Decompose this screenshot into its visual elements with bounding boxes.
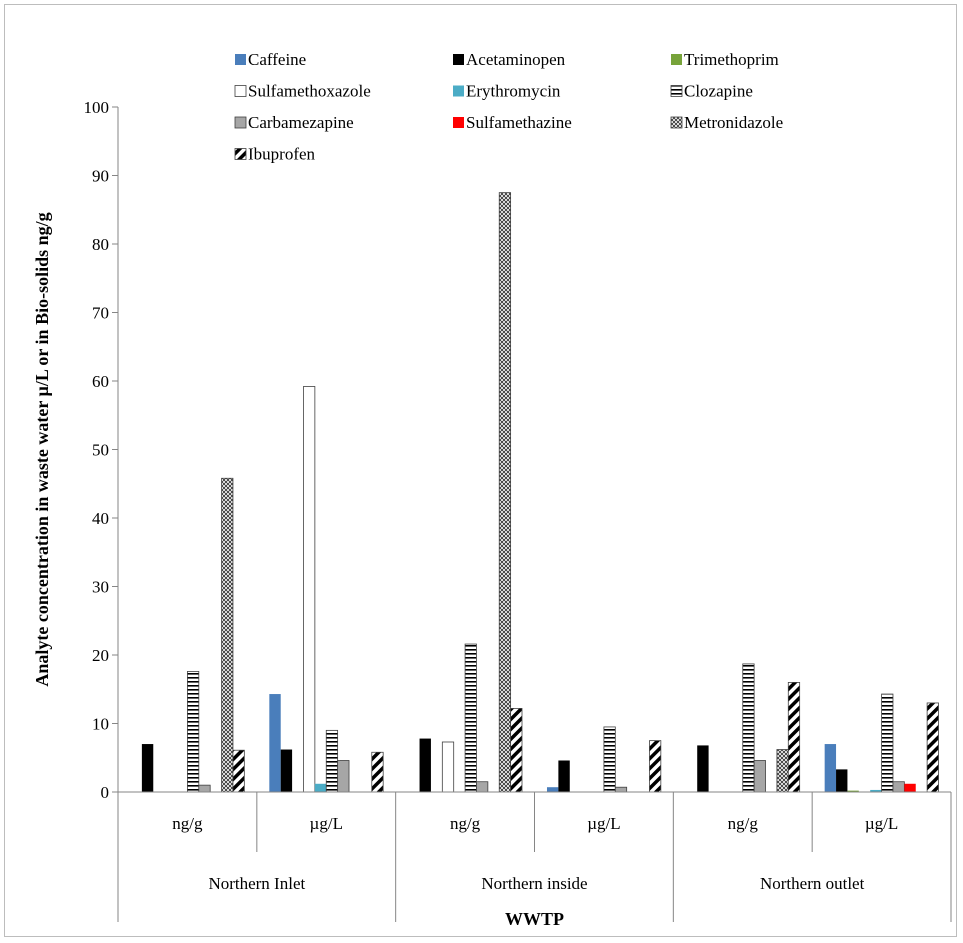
bar-erythromycin [870, 789, 882, 792]
legend-item: Sulfamethoxazole [234, 82, 371, 101]
legend-swatch [670, 85, 683, 97]
bar-trimethoprim [847, 790, 859, 792]
x-category-label: ng/g [172, 814, 203, 833]
x-category-label: ng/g [450, 814, 481, 833]
y-tick-label: 10 [92, 715, 109, 734]
x-group-label: Northern inside [481, 874, 587, 893]
legend-swatch [234, 85, 247, 97]
legend-item: Acetaminopen [453, 50, 566, 69]
x-category-label: µg/L [310, 814, 343, 833]
legend-label: Acetaminopen [466, 50, 566, 69]
y-tick-label: 30 [92, 578, 109, 597]
x-axis: ng/g µg/L ng/g µg/L ng/g µg/L Northern Inlet No… [117, 791, 952, 922]
legend-item: Sulfamethazine [453, 113, 572, 132]
y-axis-title: Analyte concentration in waste water µ/L… [32, 212, 52, 686]
y-tick-labels: 0 10 20 30 40 50 60 70 80 90 100 [84, 98, 110, 802]
y-axis [112, 106, 119, 793]
legend-label: Trimethoprim [684, 50, 779, 69]
legend-label: Clozapine [684, 82, 753, 101]
y-tick-label: 50 [92, 441, 109, 460]
y-tick-label: 100 [84, 98, 110, 117]
bar-acetaminopen [280, 749, 293, 792]
y-tick-label: 20 [92, 646, 109, 665]
bar-metronidazole [221, 477, 234, 793]
legend-item: Ibuprofen [234, 145, 316, 164]
y-tick-label: 60 [92, 372, 109, 391]
bar-ibuprofen [787, 682, 801, 793]
y-tick-label: 90 [92, 167, 109, 186]
x-category-label: µg/L [587, 814, 620, 833]
bar-ibuprofen [926, 702, 939, 793]
legend-item: Erythromycin [453, 82, 561, 101]
bar-carbamezapine [337, 760, 350, 793]
legend-swatch [671, 54, 682, 65]
legend-swatch [234, 148, 247, 160]
y-tick-label: 0 [101, 783, 110, 802]
legend-item: Clozapine [670, 82, 753, 101]
legend-swatch [453, 54, 464, 65]
legend-label: Carbamezapine [248, 113, 354, 132]
bar-clozapine [325, 729, 339, 793]
legend-label: Caffeine [248, 50, 306, 69]
y-tick-label: 70 [92, 304, 109, 323]
bar-clozapine [881, 693, 894, 793]
legend-item: Carbamezapine [234, 113, 354, 132]
x-axis-title: WWTP [505, 909, 564, 929]
legend-item: Caffeine [235, 50, 306, 69]
bar-acetaminopen [558, 760, 570, 792]
bar-acetaminopen [141, 744, 154, 792]
bar-clozapine [603, 726, 616, 793]
bar-clozapine [742, 663, 755, 793]
legend-item: Metronidazole [670, 113, 783, 132]
bar-metronidazole [498, 192, 512, 793]
legend-swatch [670, 116, 683, 129]
legend-swatch [453, 85, 464, 97]
bar-sulfamethazine [904, 783, 916, 792]
bars [141, 192, 939, 793]
x-category-label: µg/L [865, 814, 898, 833]
bar-clozapine [187, 671, 200, 793]
x-group-label: Northern Inlet [208, 874, 305, 893]
legend-label: Metronidazole [684, 113, 783, 132]
bar-acetaminopen [419, 738, 431, 792]
legend-label: Ibuprofen [248, 145, 316, 164]
chart-frame: 0 10 20 30 40 50 60 70 80 90 100 ng/g µg/L ng/g µg/L n… [4, 4, 957, 937]
bar-carbamezapine [476, 781, 489, 793]
legend-label: Sulfamethoxazole [248, 82, 371, 101]
bar-metronidazole [776, 749, 789, 793]
bar-carbamezapine [753, 760, 766, 793]
bar-ibuprofen [510, 708, 523, 793]
bar-ibuprofen [371, 751, 384, 793]
bar-erythromycin [314, 783, 327, 792]
x-category-label: ng/g [728, 814, 759, 833]
bar-acetaminopen [697, 745, 709, 792]
legend-swatch [234, 116, 247, 129]
bar-caffeine [546, 787, 559, 792]
x-group-label: Northern outlet [760, 874, 865, 893]
legend-label: Erythromycin [466, 82, 561, 101]
legend: Caffeine Acetaminopen Trimethoprim Sulfamet… [234, 50, 783, 164]
bar-caffeine [269, 694, 281, 792]
bar-caffeine [824, 744, 837, 792]
bar-carbamezapine [614, 786, 628, 793]
legend-item: Trimethoprim [671, 50, 779, 69]
bar-carbamezapine [198, 784, 211, 793]
bar-sulfamethoxazole [441, 741, 455, 793]
legend-label: Sulfamethazine [466, 113, 572, 132]
bar-acetaminopen [836, 769, 848, 792]
legend-swatch [453, 117, 464, 128]
bar-sulfamethoxazole [303, 386, 316, 793]
bar-ibuprofen [232, 749, 245, 793]
y-tick-label: 80 [92, 235, 109, 254]
bar-clozapine [464, 643, 477, 793]
bar-carbamezapine [892, 781, 905, 793]
legend-swatch [235, 54, 246, 65]
bar-ibuprofen [649, 740, 662, 793]
y-tick-label: 40 [92, 509, 109, 528]
